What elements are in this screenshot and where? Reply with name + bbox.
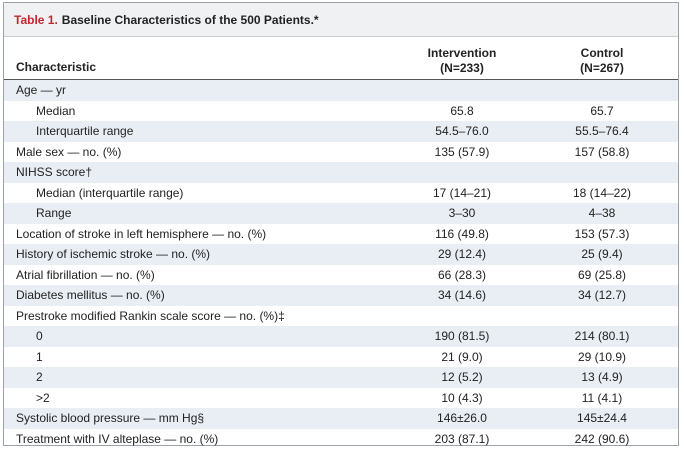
cell: 13 (4.9) — [581, 370, 623, 384]
cell: 203 (87.1) — [434, 431, 490, 446]
table-row: 2 12 (5.2) 13 (4.9) — [4, 367, 678, 388]
cell: 11 (4.1) — [581, 390, 623, 405]
cell: 153 (57.3) — [574, 226, 630, 241]
table-row: Systolic blood pressure — mm Hg§ 146±26.0… — [4, 408, 678, 429]
row-label: Range — [36, 206, 72, 220]
table-body: Age — yr Median 65.8 65.7 Interquartile rang… — [4, 80, 678, 449]
row-label: History of ischemic stroke — no. (%) — [16, 247, 211, 261]
cell: 157 (58.8) — [574, 144, 630, 159]
table-row: Treatment with IV alteplase — no. (%) 203… — [4, 429, 678, 449]
table-row: >2 10 (4.3) 11 (4.1) — [4, 388, 678, 409]
table-row: Male sex — no. (%) 135 (57.9) 157 (58.8) — [4, 142, 678, 163]
row-label: Interquartile range — [36, 124, 134, 138]
header-cell: Characteristic — [16, 60, 97, 74]
cell: 65.7 — [590, 103, 614, 118]
cell: 146±26.0 — [437, 411, 487, 425]
title-bar: Table 1. Baseline Characteristics of the… — [4, 3, 678, 37]
cell: 242 (90.6) — [574, 431, 630, 446]
row-label: >2 — [36, 390, 50, 405]
table-row: Range 3–30 4–38 — [4, 203, 678, 224]
row-label: 0 — [36, 329, 43, 343]
header-line: (N=233) — [440, 61, 484, 75]
row-label: Atrial fibrillation — no. (%) — [16, 267, 155, 282]
table-row: Median 65.8 65.7 — [4, 101, 678, 122]
table-row: Median (interquartile range) 17 (14–21) 18… — [4, 183, 678, 204]
header-cell: Control (N=267) — [532, 46, 672, 76]
row-label: Median — [36, 103, 76, 118]
row-label: 1 — [36, 349, 43, 364]
cell: 54.5–76.0 — [435, 124, 489, 138]
table-title: Baseline Characteristics of the 500 Pati… — [61, 12, 319, 27]
cell: 17 (14–21) — [432, 185, 492, 200]
row-label: NIHSS score† — [16, 165, 93, 179]
cell: 34 (14.6) — [437, 288, 487, 302]
row-label: Age — yr — [16, 83, 67, 97]
row-label: Male sex — no. (%) — [16, 144, 122, 159]
cell: 145±24.4 — [577, 411, 627, 425]
table-row: Atrial fibrillation — no. (%) 66 (28.3) 69… — [4, 265, 678, 286]
header-line: (N=267) — [580, 61, 624, 75]
header-cell: Intervention (N=233) — [392, 46, 532, 76]
row-label: Treatment with IV alteplase — no. (%) — [16, 431, 219, 446]
header-line: Intervention — [427, 46, 497, 60]
row-label: 2 — [36, 370, 43, 384]
table-label: Table 1. — [14, 12, 58, 27]
table-row: Location of stroke in left hemisphere — … — [4, 224, 678, 245]
cell: 116 (49.8) — [435, 226, 489, 241]
table-header: Characteristic Intervention (N=233) Cont… — [4, 37, 678, 80]
table-row: 0 190 (81.5) 214 (80.1) — [4, 326, 678, 347]
table-row: History of ischemic stroke — no. (%) 29 (… — [4, 244, 678, 265]
row-label: Location of stroke in left hemisphere — … — [16, 226, 267, 241]
cell: 4–38 — [588, 206, 616, 220]
row-label: Systolic blood pressure — mm Hg§ — [16, 411, 205, 425]
cell: 69 (25.8) — [577, 267, 627, 282]
cell: 65.8 — [450, 103, 474, 118]
row-label: Median (interquartile range) — [36, 185, 184, 200]
cell: 25 (9.4) — [581, 247, 623, 261]
cell: 29 (12.4) — [437, 247, 487, 261]
row-label: Diabetes mellitus — no. (%) — [16, 288, 165, 302]
cell: 21 (9.0) — [441, 349, 483, 364]
table: Table 1. Baseline Characteristics of the… — [3, 2, 679, 446]
table-row: Diabetes mellitus — no. (%) 34 (14.6) 34 (… — [4, 285, 678, 306]
cell: 190 (81.5) — [434, 329, 490, 343]
table-row: Interquartile range 54.5–76.0 55.5–76.4 — [4, 121, 678, 142]
cell: 214 (80.1) — [574, 329, 630, 343]
cell: 18 (14–22) — [572, 185, 632, 200]
cell: 29 (10.9) — [577, 349, 627, 364]
table-row: 1 21 (9.0) 29 (10.9) — [4, 347, 678, 368]
header-line: Control — [580, 46, 624, 60]
cell: 135 (57.9) — [434, 144, 490, 159]
cell: 3–30 — [448, 206, 476, 220]
cell: 66 (28.3) — [437, 267, 487, 282]
cell: 34 (12.7) — [577, 288, 627, 302]
cell: 10 (4.3) — [441, 390, 483, 405]
row-label: Prestroke modified Rankin scale score — … — [16, 308, 285, 323]
table-row: Prestroke modified Rankin scale score — … — [4, 306, 678, 327]
cell: 12 (5.2) — [441, 370, 483, 384]
table-row: NIHSS score† — [4, 162, 678, 183]
table-row: Age — yr — [4, 80, 678, 101]
cell: 55.5–76.4 — [575, 124, 629, 138]
